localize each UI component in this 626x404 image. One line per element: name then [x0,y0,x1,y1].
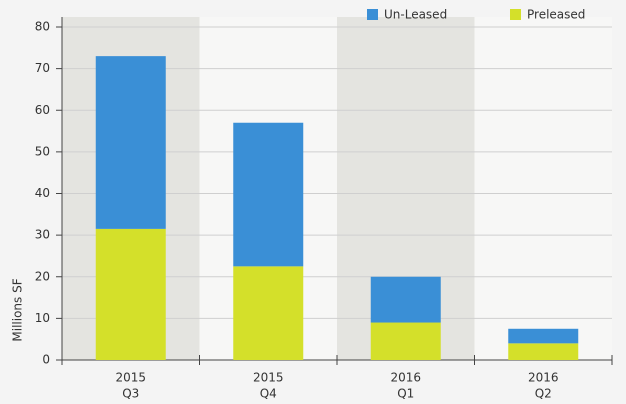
x-tick-label: Q2 [535,387,552,401]
y-tick-label: 80 [35,20,50,34]
x-tick-label: Q1 [397,387,414,401]
legend-label: Un-Leased [384,8,447,22]
y-tick-label: 60 [35,103,50,117]
bar-segment [370,276,441,323]
y-tick-label: 20 [35,269,50,283]
legend-swatch [510,9,521,20]
bar-segment [370,322,441,360]
legend-label: Preleased [527,8,585,22]
y-tick-label: 30 [35,228,50,242]
x-tick-label: Q3 [122,387,139,401]
y-tick-label: 50 [35,144,50,158]
bar-segment [233,266,304,360]
bar-segment [508,343,579,360]
bar-segment [508,328,579,344]
y-tick-label: 0 [42,353,50,367]
legend-swatch [367,9,378,20]
x-tick-label: 2016 [390,371,421,385]
y-tick-label: 40 [35,186,50,200]
bar-segment [233,122,304,267]
x-tick-label: Q4 [260,387,277,401]
x-tick-label: 2015 [115,371,146,385]
y-tick-label: 10 [35,311,50,325]
x-tick-label: 2016 [528,371,559,385]
band [474,17,612,360]
x-tick-label: 2015 [253,371,284,385]
bar-segment [95,56,166,229]
y-tick-label: 70 [35,61,50,75]
y-axis-label: Millions SF [11,278,25,341]
bar-segment [95,228,166,360]
